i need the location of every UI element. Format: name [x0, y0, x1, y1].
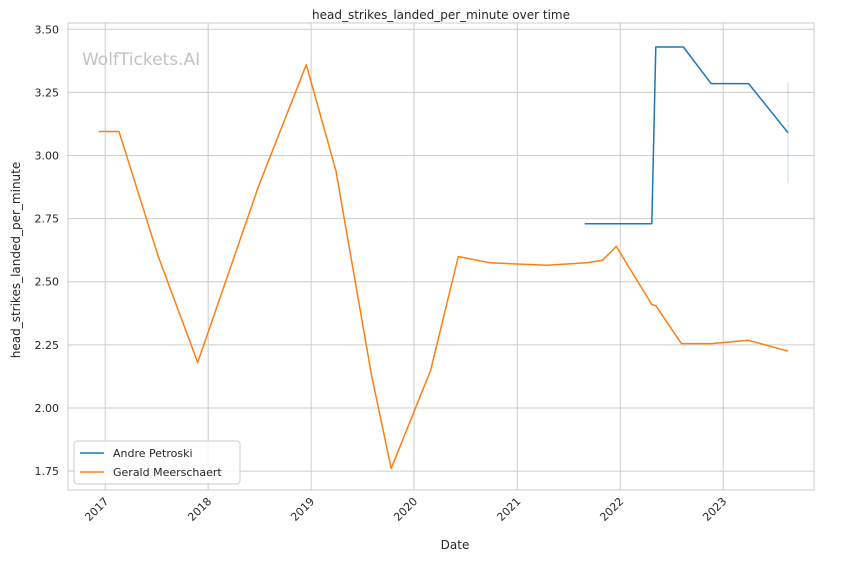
x-tick-label: 2021 — [494, 495, 523, 524]
y-axis-ticks: 1.75 2.00 2.25 2.50 2.75 3.00 3.25 3.50 — [35, 23, 60, 478]
y-tick-label: 3.00 — [35, 150, 60, 163]
y-tick-label: 2.50 — [35, 276, 60, 289]
y-tick-label: 3.25 — [35, 86, 60, 99]
series-line-gerald-meerschaert — [98, 63, 789, 470]
y-axis-label: head_strikes_landed_per_minute — [9, 162, 23, 359]
legend: Andre Petroski Gerald Meerschaert — [73, 440, 241, 485]
x-tick-label: 2022 — [597, 495, 626, 524]
legend-box — [73, 440, 241, 485]
x-axis-label: Date — [441, 538, 470, 552]
legend-label: Gerald Meerschaert — [113, 466, 222, 479]
x-grid — [104, 23, 724, 490]
y-tick-label: 3.50 — [35, 23, 60, 36]
chart-title: head_strikes_landed_per_minute over time — [312, 8, 570, 22]
y-tick-label: 1.75 — [35, 465, 60, 478]
x-tick-label: 2020 — [391, 495, 420, 524]
y-tick-label: 2.25 — [35, 339, 60, 352]
x-tick-label: 2023 — [700, 495, 729, 524]
plot-area — [68, 23, 814, 490]
series-layer — [98, 46, 789, 470]
x-axis-ticks: 2017 2018 2019 2020 2021 2022 2023 — [82, 495, 729, 524]
y-tick-label: 2.75 — [35, 213, 60, 226]
y-tick-label: 2.00 — [35, 402, 60, 415]
plot-frame — [67, 22, 815, 491]
watermark: WolfTickets.AI — [82, 50, 200, 70]
series-line-andre-petroski — [584, 46, 789, 225]
y-grid — [68, 28, 814, 472]
x-tick-label: 2017 — [82, 495, 111, 524]
legend-label: Andre Petroski — [113, 447, 193, 460]
x-tick-label: 2018 — [185, 495, 214, 524]
x-tick-label: 2019 — [288, 495, 317, 524]
